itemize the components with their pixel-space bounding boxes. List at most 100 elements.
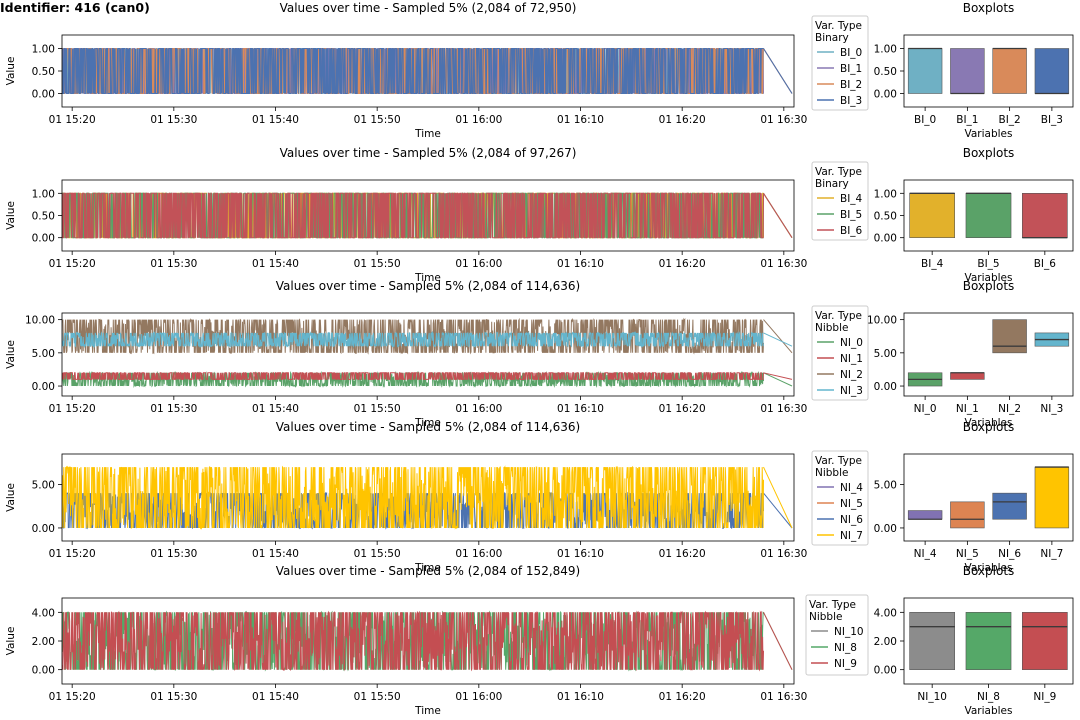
legend-entry: BI_0	[840, 47, 862, 59]
series-group	[62, 192, 793, 239]
x-tick-label: NI_7	[1040, 548, 1063, 560]
plot-frame	[903, 453, 1074, 542]
x-tick-label: 01 16:30	[760, 403, 807, 415]
y-tick-label: 5.00	[874, 348, 897, 360]
y-tick-label: 4.00	[874, 607, 897, 619]
series-line-ni-9	[62, 610, 793, 672]
x-tick-label: NI_10	[917, 691, 947, 703]
x-tick-label: NI_5	[956, 548, 979, 560]
x-tick-label: 01 15:30	[150, 114, 197, 126]
series-line-ni-1	[62, 372, 793, 380]
x-tick-label: BI_3	[1041, 114, 1063, 126]
series-line-bi-3	[62, 48, 793, 94]
y-tick-label: 10.00	[867, 315, 897, 327]
boxplot-title: Boxplots	[963, 564, 1015, 578]
legend-entry: NI_10	[834, 626, 864, 638]
x-axis-label: Time	[414, 272, 441, 284]
x-tick-label: NI_3	[1040, 403, 1063, 415]
legend-entry: NI_6	[840, 514, 863, 526]
series-line-bi-6	[62, 192, 793, 239]
legend-entry: NI_2	[840, 369, 863, 381]
x-axis-label: Variables	[965, 562, 1013, 574]
chart-title: Values over time - Sampled 5% (2,084 of …	[276, 564, 580, 578]
legend-entry: BI_4	[840, 193, 863, 205]
x-tick-label: 01 15:50	[354, 691, 401, 703]
boxplot-title: Boxplots	[963, 146, 1015, 160]
box-ni-9	[1021, 612, 1068, 670]
line-panel-5: 0.00 2.00 4.00 01 15:20 01 15:30 01 15:40 01 1…	[5, 564, 869, 717]
box-ni-4	[907, 510, 943, 520]
boxplot-title: Boxplots	[963, 279, 1015, 293]
chart-title: Values over time - Sampled 5% (2,084 of …	[280, 146, 577, 160]
y-tick-label: 0.00	[874, 523, 897, 535]
series-group	[62, 610, 793, 672]
boxplot-panel-1: BI_0 BI_1 BI_2 BI_3 0.00 0.50 1.00 Boxplots Vari…	[874, 1, 1074, 140]
legend-entry: NI_1	[840, 353, 863, 365]
series-group	[62, 465, 793, 530]
y-tick-label: 0.50	[874, 211, 897, 223]
y-tick-label: 0.50	[32, 66, 55, 78]
legend-title: Var. Type	[815, 20, 862, 32]
x-tick-label: 01 16:10	[557, 258, 604, 270]
x-tick-label: 01 15:50	[354, 403, 401, 415]
series-line-ni-3	[62, 330, 793, 349]
x-tick-label: NI_4	[914, 548, 937, 560]
x-axis-label: Time	[414, 562, 441, 574]
figure-title: Identifier: 416 (can0)	[0, 0, 150, 15]
x-tick-label: 01 16:20	[659, 403, 706, 415]
legend-entry: NI_5	[840, 498, 863, 510]
x-tick-label: 01 15:40	[252, 403, 299, 415]
boxplot-panel-3: NI_0 NI_1 NI_2 NI_3 0.00 5.00 10.00 Boxplots Var…	[867, 279, 1074, 429]
x-tick-label: 01 16:30	[760, 258, 807, 270]
legend-box	[811, 161, 869, 241]
legend-entry: BI_5	[840, 209, 862, 221]
boxplot-panel-4: NI_4 NI_5 NI_6 NI_70.005.00BoxplotsVariable…	[874, 420, 1074, 574]
y-tick-label: 1.00	[874, 44, 897, 56]
legend-entry: BI_3	[840, 95, 862, 107]
x-tick-label: 01 16:00	[455, 403, 502, 415]
y-axis-label: Value	[5, 627, 17, 656]
x-tick-label: 01 15:20	[49, 403, 96, 415]
plot-frame	[61, 312, 795, 397]
x-tick-label: 01 16:30	[760, 548, 807, 560]
x-tick-label: 01 16:10	[557, 403, 604, 415]
box-bi-5	[965, 193, 1012, 238]
legend-entry: NI_3	[840, 385, 863, 397]
x-tick-label: 01 16:00	[455, 114, 502, 126]
series-group	[62, 317, 793, 388]
line-panel-2: 0.00 0.50 1.00 01 15:20 01 15:30 01 15:40 01 1…	[5, 146, 869, 284]
y-tick-label: 5.00	[874, 479, 897, 491]
x-tick-label: NI_6	[998, 548, 1021, 560]
box-ni-1	[950, 372, 985, 380]
boxplot-title: Boxplots	[963, 1, 1015, 15]
legend-title: Var. Type	[815, 166, 862, 178]
chart-title: Values over time - Sampled 5% (2,084 of …	[276, 279, 580, 293]
x-tick-label: BI_1	[956, 114, 978, 126]
box-ni-7	[1034, 466, 1070, 529]
boxplot-panel-2: BI_4 BI_5 BI_6 0.00 0.50 1.00 Boxplots Variable…	[874, 146, 1074, 284]
x-tick-label: NI_0	[914, 403, 937, 415]
x-tick-label: 01 15:20	[49, 691, 96, 703]
x-axis-label: Time	[414, 128, 441, 140]
x-tick-label: BI_5	[977, 258, 999, 270]
x-tick-label: 01 16:00	[455, 258, 502, 270]
y-tick-label: 2.00	[874, 636, 897, 648]
x-tick-label: 01 15:40	[252, 258, 299, 270]
x-tick-label: 01 16:00	[455, 691, 502, 703]
box-ni-2	[992, 319, 1027, 354]
plot-frame	[61, 453, 795, 542]
y-axis-label: Value	[5, 201, 17, 230]
legend-subtitle: Binary	[815, 32, 849, 44]
legend-entry: NI_8	[834, 642, 857, 654]
x-tick-label: 01 15:40	[252, 114, 299, 126]
x-tick-label: 01 15:50	[354, 258, 401, 270]
box-bi-0	[907, 48, 943, 94]
x-tick-label: 01 15:30	[150, 691, 197, 703]
y-tick-label: 1.00	[32, 44, 55, 56]
y-tick-label: 2.00	[32, 636, 55, 648]
